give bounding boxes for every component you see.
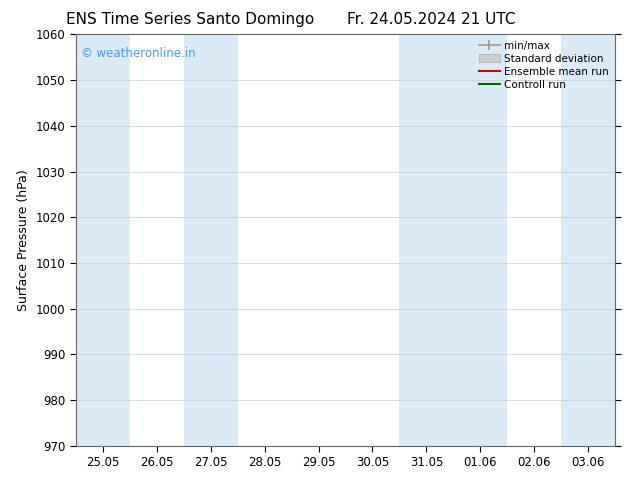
Text: Fr. 24.05.2024 21 UTC: Fr. 24.05.2024 21 UTC	[347, 12, 515, 27]
Y-axis label: Surface Pressure (hPa): Surface Pressure (hPa)	[17, 169, 30, 311]
Text: ENS Time Series Santo Domingo: ENS Time Series Santo Domingo	[66, 12, 314, 27]
Text: © weatheronline.in: © weatheronline.in	[81, 47, 196, 60]
Bar	[184, 34, 238, 446]
Bar	[399, 34, 507, 446]
Bar	[561, 34, 615, 446]
Legend: min/max, Standard deviation, Ensemble mean run, Controll run: min/max, Standard deviation, Ensemble me…	[475, 36, 613, 94]
Bar	[76, 34, 130, 446]
